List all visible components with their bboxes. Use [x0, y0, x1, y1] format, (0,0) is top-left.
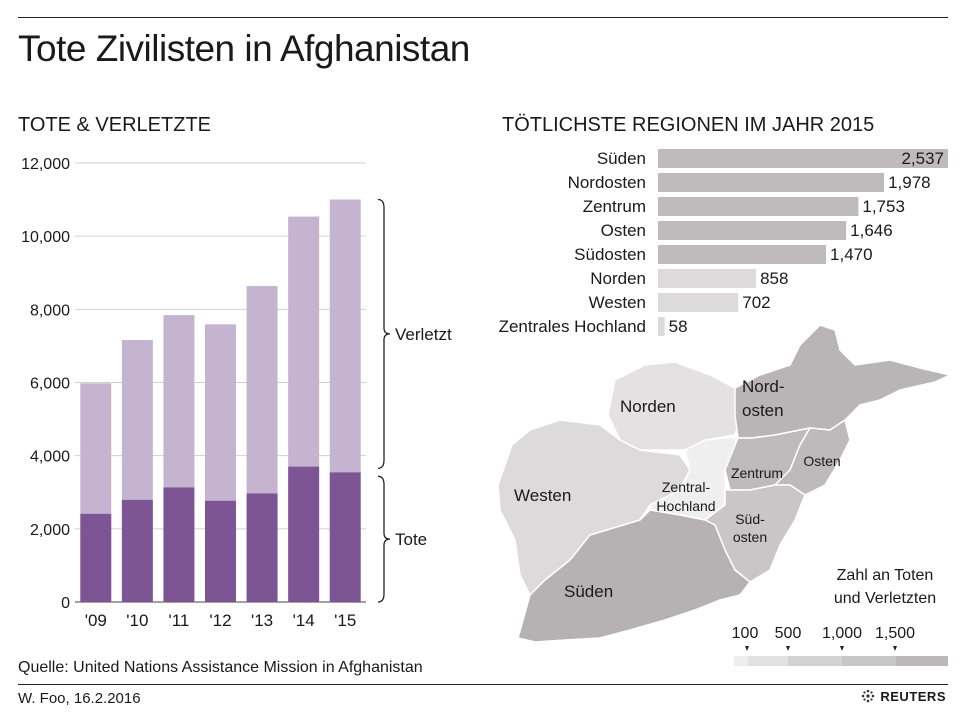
map-label-norden: Norden: [620, 397, 676, 416]
map-label-sueden: Süden: [564, 582, 613, 601]
bar-killed: [205, 500, 236, 602]
bar-injured: [329, 199, 361, 473]
region-bar: [658, 221, 847, 240]
region-value-label: 58: [669, 317, 688, 336]
x-tick-label: '12: [209, 611, 231, 630]
legend-tick-100: 100: [732, 625, 759, 642]
bar-killed: [329, 472, 361, 602]
region-bar: [658, 293, 739, 312]
region-category-label: Norden: [590, 269, 646, 288]
legend-tick-500: 500: [775, 625, 802, 642]
bar-injured: [205, 324, 236, 501]
map-label-suedosten-line2: osten: [733, 529, 767, 545]
map-label-westen: Westen: [514, 486, 571, 505]
bar-killed: [80, 513, 112, 602]
region-bar: [658, 197, 859, 216]
x-tick-label: '13: [251, 611, 273, 630]
bar-killed: [121, 499, 153, 602]
legend-title-line2: und Verletzten: [834, 590, 936, 607]
bottom-rule: [18, 684, 948, 685]
reuters-logo: REUTERS: [860, 688, 946, 704]
map-label-zentral-line1: Zentral-: [662, 479, 711, 495]
region-category-label: Süden: [597, 149, 646, 168]
series-label-killed: Tote: [395, 530, 427, 549]
stacked-chart-title: TOTE & VERLETZTE: [18, 114, 211, 136]
region-category-label: Zentrum: [583, 197, 646, 216]
top-rule: [18, 17, 948, 18]
y-tick-label: 0: [61, 595, 70, 612]
y-tick-label: 2,000: [30, 522, 70, 539]
y-tick-label: 4,000: [30, 449, 70, 466]
stacked-bar-chart: 0 2,000 4,000 6,000 8,000 10,000 12,000 '09 '10 '…: [21, 156, 452, 630]
region-value-label: 1,646: [850, 221, 893, 240]
bar-injured: [246, 285, 278, 494]
bar-injured: [80, 383, 112, 514]
region-bar-chart: Süden 2,537 Nordosten 1,978 Zentrum 1,753 Oste…: [499, 149, 948, 336]
legend-scale: [734, 646, 948, 666]
bar-killed: [163, 487, 195, 602]
bar-injured: [288, 216, 320, 467]
x-tick-label: '14: [293, 611, 315, 630]
map-region-sueden: [517, 509, 751, 643]
region-bar: [658, 269, 757, 288]
reuters-wordmark: REUTERS: [880, 688, 946, 704]
region-category-label: Zentrales Hochland: [499, 317, 646, 336]
region-category-label: Nordosten: [568, 173, 646, 192]
bar-injured: [163, 315, 195, 488]
map-label-zentrum: Zentrum: [731, 465, 783, 481]
x-tick-label: '11: [168, 611, 189, 630]
legend-tick-1000: 1,000: [822, 625, 862, 642]
region-value-label: 2,537: [901, 149, 944, 168]
x-tick-label: '10: [126, 611, 148, 630]
region-chart-title: TÖTLICHSTE REGIONEN IM JAHR 2015: [502, 114, 875, 136]
region-bar: [658, 173, 885, 192]
map-region-norden: [607, 361, 741, 451]
afghanistan-map: Norden Nord- osten Westen Süden Zentrum …: [497, 324, 951, 666]
map-label-zentral-line2: Hochland: [656, 498, 715, 514]
bar-killed: [246, 493, 278, 602]
y-tick-label: 10,000: [21, 229, 70, 246]
y-tick-label: 6,000: [30, 376, 70, 393]
map-region-westen: [497, 419, 691, 596]
region-value-label: 1,978: [888, 173, 931, 192]
x-tick-label: '15: [334, 611, 356, 630]
region-value-label: 858: [760, 269, 788, 288]
byline: W. Foo, 16.2.2016: [18, 690, 141, 707]
map-region-osten: [774, 419, 851, 496]
map-label-nordosten-line2: osten: [742, 401, 784, 420]
brace-injured: [377, 198, 391, 469]
region-category-label: Osten: [601, 221, 646, 240]
region-bar: [658, 245, 827, 264]
y-tick-label: 8,000: [30, 302, 70, 319]
map-label-nordosten-line1: Nord-: [742, 377, 785, 396]
legend-tick-1500: 1,500: [875, 625, 915, 642]
region-category-label: Südosten: [574, 245, 646, 264]
y-tick-label: 12,000: [21, 156, 70, 173]
series-label-injured: Verletzt: [395, 325, 452, 344]
map-label-osten: Osten: [803, 453, 840, 469]
map-label-suedosten-line1: Süd-: [735, 511, 765, 527]
region-value-label: 1,470: [830, 245, 873, 264]
legend-title-line1: Zahl an Toten: [837, 567, 934, 584]
region-category-label: Westen: [589, 293, 646, 312]
region-value-label: 1,753: [862, 197, 905, 216]
brace-killed: [377, 475, 391, 603]
bar-injured: [121, 339, 153, 500]
x-tick-label: '09: [85, 611, 107, 630]
bar-killed: [288, 466, 320, 602]
reuters-dots-icon: [862, 689, 875, 703]
region-bar: [658, 149, 948, 168]
region-value-label: 702: [742, 293, 770, 312]
region-bar: [658, 317, 665, 336]
source-note: Quelle: United Nations Assistance Missio…: [18, 659, 423, 676]
page-title: Tote Zivilisten in Afghanistan: [18, 28, 470, 69]
